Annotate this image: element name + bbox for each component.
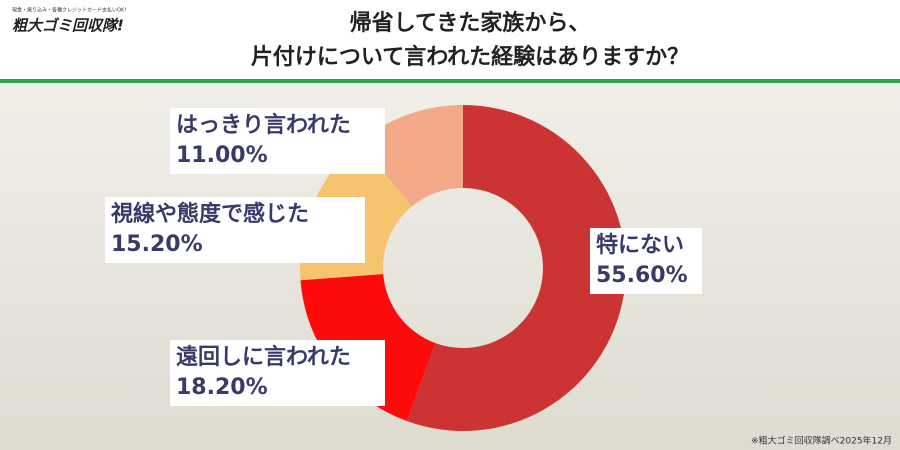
chart-title: 帰省してきた家族から、 xyxy=(350,10,591,36)
label-box xyxy=(590,228,702,294)
slice-value-label: 15.20% xyxy=(111,232,203,257)
slice-label: 視線や態度で感じた xyxy=(111,201,309,227)
slice-value-label: 18.20% xyxy=(176,375,268,400)
logo-tagline: 現金・振り込み・各種クレジットカード支払いOK! xyxy=(12,7,126,14)
header-band xyxy=(0,0,900,79)
header-rule xyxy=(0,79,900,83)
slice-label: はっきり言われた xyxy=(176,112,351,138)
donut-slice xyxy=(406,104,627,431)
slice-label: 遠回しに言われた xyxy=(176,344,351,370)
label-box xyxy=(170,340,385,406)
logo: 粗大ゴミ回収隊! xyxy=(12,17,124,35)
label-box xyxy=(170,108,385,174)
slice-label: 特にない xyxy=(596,232,684,258)
donut-slice xyxy=(359,105,463,207)
label-box xyxy=(105,197,365,263)
slice-value-label: 11.00% xyxy=(176,143,268,168)
chart-title: 片付けについて言われた経験はありますか？ xyxy=(251,44,689,70)
footnote: ※粗大ゴミ回収隊調べ2025年12月 xyxy=(751,435,892,447)
slice-value-label: 55.60% xyxy=(596,263,688,288)
